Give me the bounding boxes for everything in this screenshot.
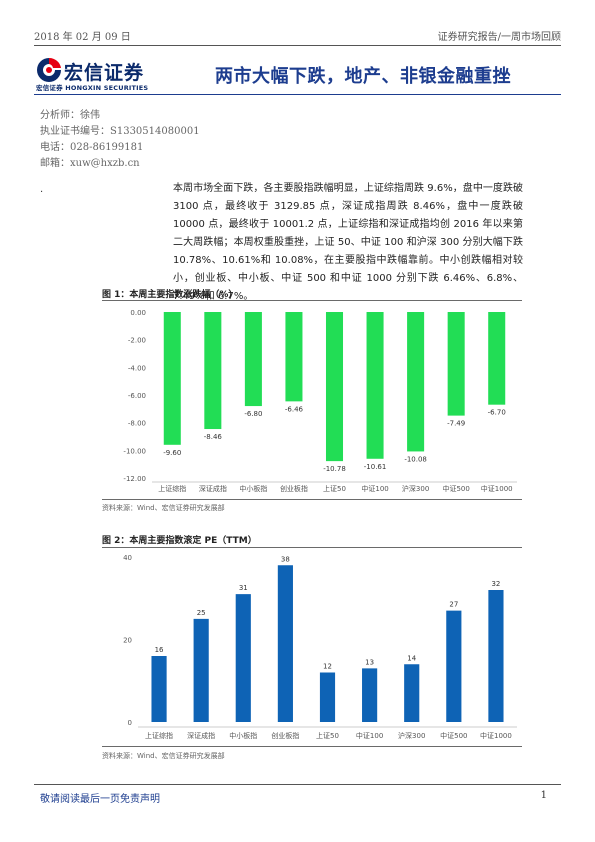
figure-2-source: 资料来源：Wind、宏信证券研究发展部 <box>102 752 225 760</box>
chart2-category-label: 上证综指 <box>145 731 173 740</box>
chart1-bar <box>366 312 384 459</box>
chart2-bar <box>319 672 336 722</box>
chart2-data-label: 14 <box>407 654 416 662</box>
chart1-bar <box>488 312 506 405</box>
chart1-data-label: -8.46 <box>204 433 223 441</box>
chart2-category-label: 中小板指 <box>229 731 257 740</box>
chart2-bar <box>277 565 293 722</box>
figure-1-chart: 0.00 -2.00 -4.00 -6.00 -8.00 -10.00 -12.00 -9.6… <box>123 309 517 493</box>
chart2-category-label: 深证成指 <box>187 731 215 740</box>
analyst-license: 执业证书编号：S1330514080001 <box>40 126 200 137</box>
chart2-category-label: 创业板指 <box>271 731 299 740</box>
chart2-data-label: 31 <box>239 584 248 592</box>
chart1-ytick-label: -12.00 <box>123 475 146 483</box>
analyst-phone: 电话：028-86199181 <box>40 142 144 153</box>
chart2-bar <box>151 656 167 722</box>
figure-1-source: 资料来源：Wind、宏信证券研究发展部 <box>102 504 225 512</box>
chart2-ytick-label: 20 <box>123 637 132 645</box>
figure-2-bottom-rule <box>102 746 522 747</box>
bullet-marker: · <box>40 187 44 198</box>
chart1-category-label: 中证100 <box>361 484 388 493</box>
figure-1-title: 图 1：本周主要指数涨跌幅（%） <box>102 290 238 300</box>
chart2-data-label: 27 <box>449 601 458 609</box>
company-name: 宏信证券 <box>64 62 145 84</box>
chart1-ytick-label: -6.00 <box>128 392 146 400</box>
chart1-bar <box>447 312 465 416</box>
chart2-ytick-label: 0 <box>128 719 132 727</box>
report-date: 2018 年 02 月 09 日 <box>34 32 131 43</box>
figure-1-bottom-rule <box>102 499 522 500</box>
chart1-category-label: 沪深300 <box>402 484 429 493</box>
chart1-bar <box>285 312 303 402</box>
chart1-data-label: -6.80 <box>244 410 262 418</box>
chart1-category-label: 中证1000 <box>481 484 513 493</box>
chart2-category-label: 中证100 <box>356 731 383 740</box>
chart2-category-label: 中证1000 <box>480 731 512 740</box>
company-logo-icon <box>37 57 61 82</box>
footer-divider <box>34 784 561 785</box>
page-number: 1 <box>540 790 547 801</box>
analyst-name: 分析师：徐伟 <box>40 110 100 121</box>
chart1-bar <box>163 312 181 445</box>
chart1-data-label: -6.70 <box>488 409 506 417</box>
figure-2-chart: 0 20 40 16 上证综指 25 深证成指 31 中小板指 38 创业板指 12 上证50 13 中证1… <box>123 554 517 740</box>
chart1-data-label: -10.08 <box>404 455 427 463</box>
chart2-data-label: 16 <box>155 646 164 654</box>
company-subtitle: 宏信证券 HONGXIN SECURITIES <box>36 84 149 92</box>
chart1-data-label: -10.61 <box>364 463 387 471</box>
chart2-bar <box>193 618 209 722</box>
chart1-ytick-label: -2.00 <box>128 337 146 345</box>
analyst-email: 邮箱：xuw@hxzb.cn <box>40 158 140 169</box>
chart2-bar <box>446 610 462 722</box>
chart1-category-label: 深证成指 <box>199 484 227 493</box>
chart1-data-label: -10.78 <box>323 465 346 473</box>
header-divider <box>34 45 561 46</box>
chart1-category-label: 中小板指 <box>239 484 267 493</box>
chart1-category-label: 上证50 <box>323 484 346 493</box>
chart1-category-label: 创业板指 <box>280 484 308 493</box>
chart2-category-label: 上证50 <box>316 731 339 740</box>
chart2-data-label: 25 <box>197 609 206 617</box>
chart1-bar <box>204 312 222 430</box>
report-type: 证券研究报告/一周市场回顾 <box>437 32 561 43</box>
title-divider <box>34 94 561 96</box>
chart2-data-label: 38 <box>281 555 290 563</box>
chart1-ytick-label: 0.00 <box>130 309 146 317</box>
chart2-category-label: 沪深300 <box>398 731 425 740</box>
chart1-data-label: -7.49 <box>447 420 465 428</box>
figure-2-top-rule <box>102 547 522 548</box>
chart1-category-label: 上证综指 <box>158 484 186 493</box>
chart2-bar <box>404 664 420 722</box>
summary-paragraph: 本周市场全面下跌，各主要股指跌幅明显，上证综指周跌 9.6%，盘中一度跌破 31… <box>173 183 523 302</box>
footer-disclaimer: 敬请阅读最后一页免责声明 <box>40 794 160 805</box>
chart2-ytick-label: 40 <box>123 554 132 562</box>
figure-1-top-rule <box>102 300 522 301</box>
chart2-data-label: 32 <box>491 580 500 588</box>
chart2-data-label: 13 <box>365 658 374 666</box>
chart1-data-label: -9.60 <box>163 449 181 457</box>
chart1-data-label: -6.46 <box>285 405 304 413</box>
chart2-category-label: 中证500 <box>440 731 467 740</box>
chart1-bar <box>325 312 344 462</box>
chart2-data-label: 12 <box>323 663 332 671</box>
chart1-ytick-label: -8.00 <box>128 420 146 428</box>
figure-2-title: 图 2：本周主要指数滚定 PE（TTM） <box>102 536 257 546</box>
chart2-bar <box>235 594 251 722</box>
chart1-bar <box>407 312 425 452</box>
chart1-ytick-label: -4.00 <box>128 364 146 372</box>
chart2-bar <box>362 668 378 722</box>
chart1-bar <box>244 312 262 407</box>
chart2-bar <box>488 590 504 722</box>
chart1-category-label: 中证500 <box>442 484 469 493</box>
chart1-ytick-label: -10.00 <box>123 447 146 455</box>
page-title: 两市大幅下跌，地产、非银金融重挫 <box>215 66 511 87</box>
